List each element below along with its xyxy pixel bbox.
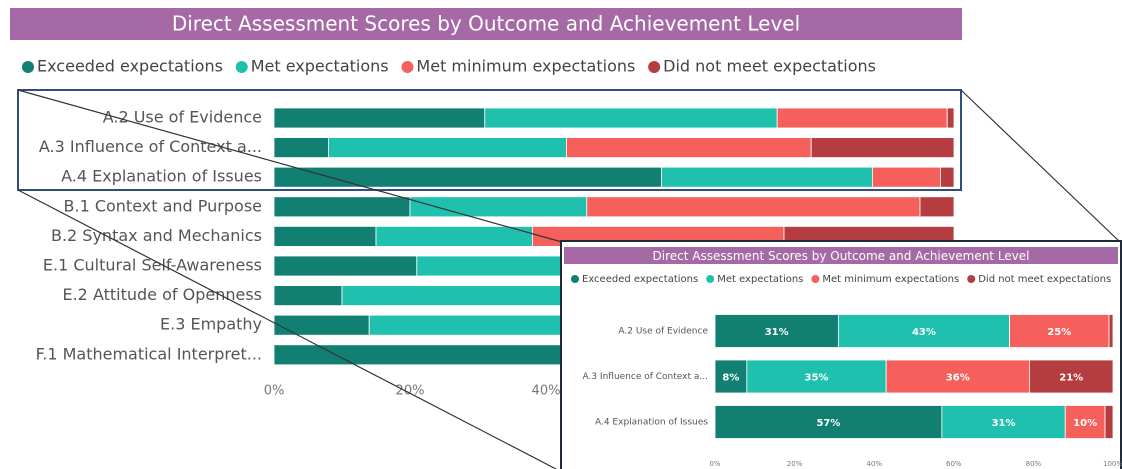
x-tick-label: 80% — [1026, 460, 1042, 468]
x-tick-label: 40% — [532, 384, 561, 399]
x-tick-label: 0% — [709, 460, 720, 468]
bar-segment — [810, 137, 955, 159]
legend-label: Did not meet expectations — [978, 274, 1111, 285]
x-tick-label: 0% — [264, 384, 285, 399]
bar-segment — [375, 225, 533, 247]
category-label: E.1 Cultural Self-Awareness — [43, 256, 262, 275]
bar-segment — [1064, 405, 1106, 439]
zoom-overlay — [17, 89, 1121, 469]
chart-title: Direct Assessment Scores by Outcome and … — [172, 12, 800, 36]
bar-segment — [714, 359, 748, 394]
x-tick-label: 100% — [1103, 460, 1122, 468]
bar-segment — [946, 107, 955, 129]
bar-segment — [940, 166, 955, 188]
data-label: 25% — [1047, 327, 1071, 338]
category-label: B.2 Syntax and Mechanics — [51, 226, 262, 245]
legend-swatch — [648, 61, 661, 73]
data-label: 35% — [805, 373, 829, 384]
data-label: 8% — [722, 373, 739, 384]
legend-swatch — [967, 275, 976, 283]
bar-segment — [661, 166, 873, 188]
highlight-box — [17, 89, 962, 191]
bar-segment — [941, 405, 1066, 439]
bar-segment — [1029, 359, 1114, 394]
bar-segment — [714, 405, 943, 439]
legend-label: Met minimum expectations — [822, 274, 959, 285]
data-label: 43% — [912, 327, 936, 338]
data-label: 31% — [992, 418, 1016, 429]
title-band — [564, 247, 1118, 264]
bar-segment — [776, 107, 948, 129]
bar-segment — [837, 314, 1010, 348]
data-label: 21% — [1059, 373, 1083, 384]
bar-segment — [273, 107, 486, 129]
bar-segment — [327, 137, 567, 159]
x-tick-label: 20% — [787, 460, 803, 468]
category-label: F.1 Mathematical Interpret... — [36, 344, 262, 363]
legend-label: Met expectations — [717, 274, 803, 285]
category-label: A.2 Use of Evidence — [618, 327, 708, 337]
zoom-line — [960, 89, 1121, 243]
bar-segment — [872, 166, 941, 188]
legend-label: Met expectations — [251, 57, 389, 76]
x-tick-label: 40% — [866, 460, 882, 468]
data-label: 36% — [946, 373, 970, 384]
bar-segment — [273, 344, 581, 366]
category-label: A.2 Use of Evidence — [103, 108, 262, 127]
legend-label: Did not meet expectations — [663, 57, 876, 76]
inset-chart: Direct Assessment Scores by Outcome and … — [564, 247, 1122, 468]
legend-swatch — [571, 275, 579, 283]
bar-segment — [1108, 314, 1114, 348]
category-label: E.3 Empathy — [160, 315, 262, 334]
legend-swatch — [706, 275, 715, 283]
legend-swatch — [811, 275, 820, 283]
legend-swatch — [235, 61, 248, 73]
bar-segment — [273, 225, 377, 247]
category-label: A.4 Explanation of Issues — [595, 418, 708, 428]
bar-segment — [273, 196, 411, 218]
category-label: A.3 Influence of Context a... — [582, 372, 708, 382]
legend-swatch — [401, 61, 414, 73]
data-label: 10% — [1073, 418, 1097, 429]
bar-segment — [1104, 405, 1114, 439]
zoom-line — [17, 189, 557, 469]
data-label: 31% — [765, 327, 789, 338]
category-label: A.3 Influence of Context a... — [39, 137, 262, 156]
bar-segment — [484, 107, 778, 129]
x-tick-label: 60% — [946, 460, 962, 468]
bar-segment — [273, 137, 329, 159]
zoom-line — [17, 89, 563, 243]
chart-title: Direct Assessment Scores by Outcome and … — [653, 249, 1030, 263]
bar-segment — [586, 196, 921, 218]
bar-segment — [273, 285, 343, 307]
bar-segment — [746, 359, 887, 394]
data-label: 57% — [816, 418, 840, 429]
category-label: A.4 Explanation of Issues — [61, 167, 262, 186]
bar-segment — [273, 314, 370, 336]
bar-segment — [714, 314, 839, 348]
legend-label: Exceeded expectations — [37, 57, 223, 76]
category-label: B.1 Context and Purpose — [64, 196, 263, 215]
legend-swatch — [22, 61, 34, 73]
bar-segment — [273, 255, 418, 277]
legend-label: Exceeded expectations — [582, 274, 698, 285]
bar-segment — [885, 359, 1030, 394]
legend-label: Met minimum expectations — [416, 57, 635, 76]
category-label: E.2 Attitude of Openness — [62, 285, 262, 304]
bar-segment — [919, 196, 955, 218]
x-tick-label: 20% — [396, 384, 425, 399]
title-band — [10, 8, 962, 40]
bar-segment — [566, 137, 812, 159]
